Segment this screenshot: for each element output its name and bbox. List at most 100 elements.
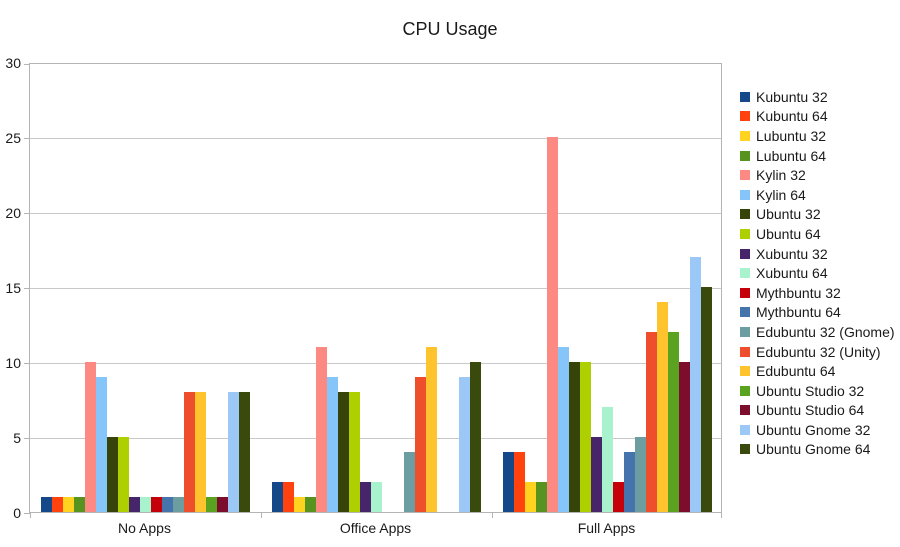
legend-item-ubuntu-32: Ubuntu 32 — [740, 205, 895, 225]
legend-label: Mythbuntu 64 — [756, 304, 841, 321]
bar-full-apps-ubuntu-studio-32 — [668, 332, 679, 512]
bar-no-apps-mythbuntu-64 — [162, 497, 173, 512]
legend-swatch — [740, 150, 750, 161]
legend-swatch — [740, 209, 750, 220]
bar-full-apps-xubuntu-64 — [602, 407, 613, 512]
legend-swatch — [740, 287, 750, 298]
y-axis-label: 20 — [5, 205, 21, 221]
legend-item-mythbuntu-32: Mythbuntu 32 — [740, 283, 895, 303]
bar-full-apps-ubuntu-32 — [569, 362, 580, 512]
legend-swatch — [740, 346, 750, 357]
bar-office-apps-ubuntu-gnome-32 — [459, 377, 470, 512]
y-axis-label: 15 — [5, 280, 21, 296]
legend-label: Ubuntu Studio 32 — [756, 382, 865, 399]
bar-no-apps-kubuntu-32 — [41, 497, 52, 512]
legend-item-kylin-32: Kylin 32 — [740, 165, 895, 185]
legend-label: Kubuntu 32 — [756, 88, 828, 105]
bar-no-apps-ubuntu-gnome-64 — [239, 392, 250, 512]
legend-swatch — [740, 111, 750, 122]
legend-label: Kubuntu 64 — [756, 108, 828, 125]
legend-swatch — [740, 424, 750, 435]
gridline — [30, 213, 721, 214]
legend-swatch — [740, 385, 750, 396]
bar-no-apps-ubuntu-gnome-32 — [228, 392, 239, 512]
legend-label: Kylin 32 — [756, 167, 806, 184]
legend-label: Lubuntu 32 — [756, 127, 827, 144]
y-axis-label: 25 — [5, 130, 21, 146]
bar-office-apps-lubuntu-32 — [294, 497, 305, 512]
legend-item-ubuntu-64: Ubuntu 64 — [740, 224, 895, 244]
bar-full-apps-lubuntu-64 — [536, 482, 547, 512]
y-tick — [24, 363, 30, 364]
y-tick — [24, 513, 30, 514]
bar-no-apps-ubuntu-64 — [118, 437, 129, 512]
bar-no-apps-lubuntu-64 — [74, 497, 85, 512]
bar-full-apps-xubuntu-32 — [591, 437, 602, 512]
bar-office-apps-xubuntu-64 — [371, 482, 382, 512]
legend-label: Xubuntu 64 — [756, 265, 828, 282]
gridline — [30, 138, 721, 139]
legend-label: Ubuntu Studio 64 — [756, 402, 865, 419]
bar-full-apps-edubuntu-32-gnome — [635, 437, 646, 512]
bar-no-apps-kylin-64 — [96, 377, 107, 512]
legend-swatch — [740, 91, 750, 102]
legend-label: Ubuntu 32 — [756, 206, 821, 223]
bar-office-apps-kylin-32 — [316, 347, 327, 512]
legend-label: Edubuntu 32 (Gnome) — [756, 323, 895, 340]
bar-office-apps-edubuntu-32-unity — [415, 377, 426, 512]
y-axis-label: 30 — [5, 55, 21, 71]
bar-no-apps-mythbuntu-32 — [151, 497, 162, 512]
legend-label: Mythbuntu 32 — [756, 284, 841, 301]
legend-swatch — [740, 307, 750, 318]
x-tick — [30, 513, 31, 518]
legend-swatch — [740, 130, 750, 141]
bar-no-apps-edubuntu-32-gnome — [173, 497, 184, 512]
legend-item-ubuntu-studio-64: Ubuntu Studio 64 — [740, 401, 895, 421]
bar-no-apps-lubuntu-32 — [63, 497, 74, 512]
legend-item-edubuntu-32-unity: Edubuntu 32 (Unity) — [740, 342, 895, 362]
x-axis-label-no-apps: No Apps — [118, 520, 171, 536]
y-axis-label: 10 — [5, 355, 21, 371]
bar-no-apps-ubuntu-32 — [107, 437, 118, 512]
gridline — [30, 288, 721, 289]
bar-full-apps-mythbuntu-32 — [613, 482, 624, 512]
y-tick — [24, 438, 30, 439]
bar-office-apps-edubuntu-32-gnome — [404, 452, 415, 512]
x-tick — [492, 513, 493, 518]
bar-full-apps-lubuntu-32 — [525, 482, 536, 512]
bar-no-apps-ubuntu-studio-32 — [206, 497, 217, 512]
y-axis: 0 5 10 15 20 25 30 — [0, 55, 21, 521]
legend: Kubuntu 32 Kubuntu 64 Lubuntu 32 Lubuntu 64… — [740, 87, 895, 459]
bar-full-apps-ubuntu-gnome-32 — [690, 257, 701, 512]
bar-full-apps-ubuntu-gnome-64 — [701, 287, 712, 512]
legend-item-kylin-64: Kylin 64 — [740, 185, 895, 205]
bar-group-no-apps — [30, 64, 261, 512]
bar-office-apps-ubuntu-64 — [349, 392, 360, 512]
bar-full-apps-edubuntu-32-unity — [646, 332, 657, 512]
bar-full-apps-edubuntu-64 — [657, 302, 668, 512]
legend-swatch — [740, 248, 750, 259]
gridline — [30, 363, 721, 364]
gridline — [30, 438, 721, 439]
x-axis: No Apps Office Apps Full Apps — [29, 520, 722, 536]
legend-label: Ubuntu Gnome 64 — [756, 441, 871, 458]
bar-office-apps-kylin-64 — [327, 377, 338, 512]
y-tick — [24, 288, 30, 289]
y-axis-label: 0 — [13, 505, 21, 521]
y-tick — [24, 213, 30, 214]
bar-full-apps-ubuntu-studio-64 — [679, 362, 690, 512]
bar-office-apps-xubuntu-32 — [360, 482, 371, 512]
legend-swatch — [740, 366, 750, 377]
legend-label: Ubuntu 64 — [756, 225, 821, 242]
legend-label: Kylin 64 — [756, 186, 806, 203]
y-tick — [24, 138, 30, 139]
bar-full-apps-kylin-64 — [558, 347, 569, 512]
chart-title: CPU Usage — [402, 19, 498, 39]
x-axis-label-office-apps: Office Apps — [339, 520, 412, 536]
bar-office-apps-edubuntu-64 — [426, 347, 437, 512]
bar-no-apps-xubuntu-64 — [140, 497, 151, 512]
legend-swatch — [740, 228, 750, 239]
legend-swatch — [740, 189, 750, 200]
bar-full-apps-mythbuntu-64 — [624, 452, 635, 512]
